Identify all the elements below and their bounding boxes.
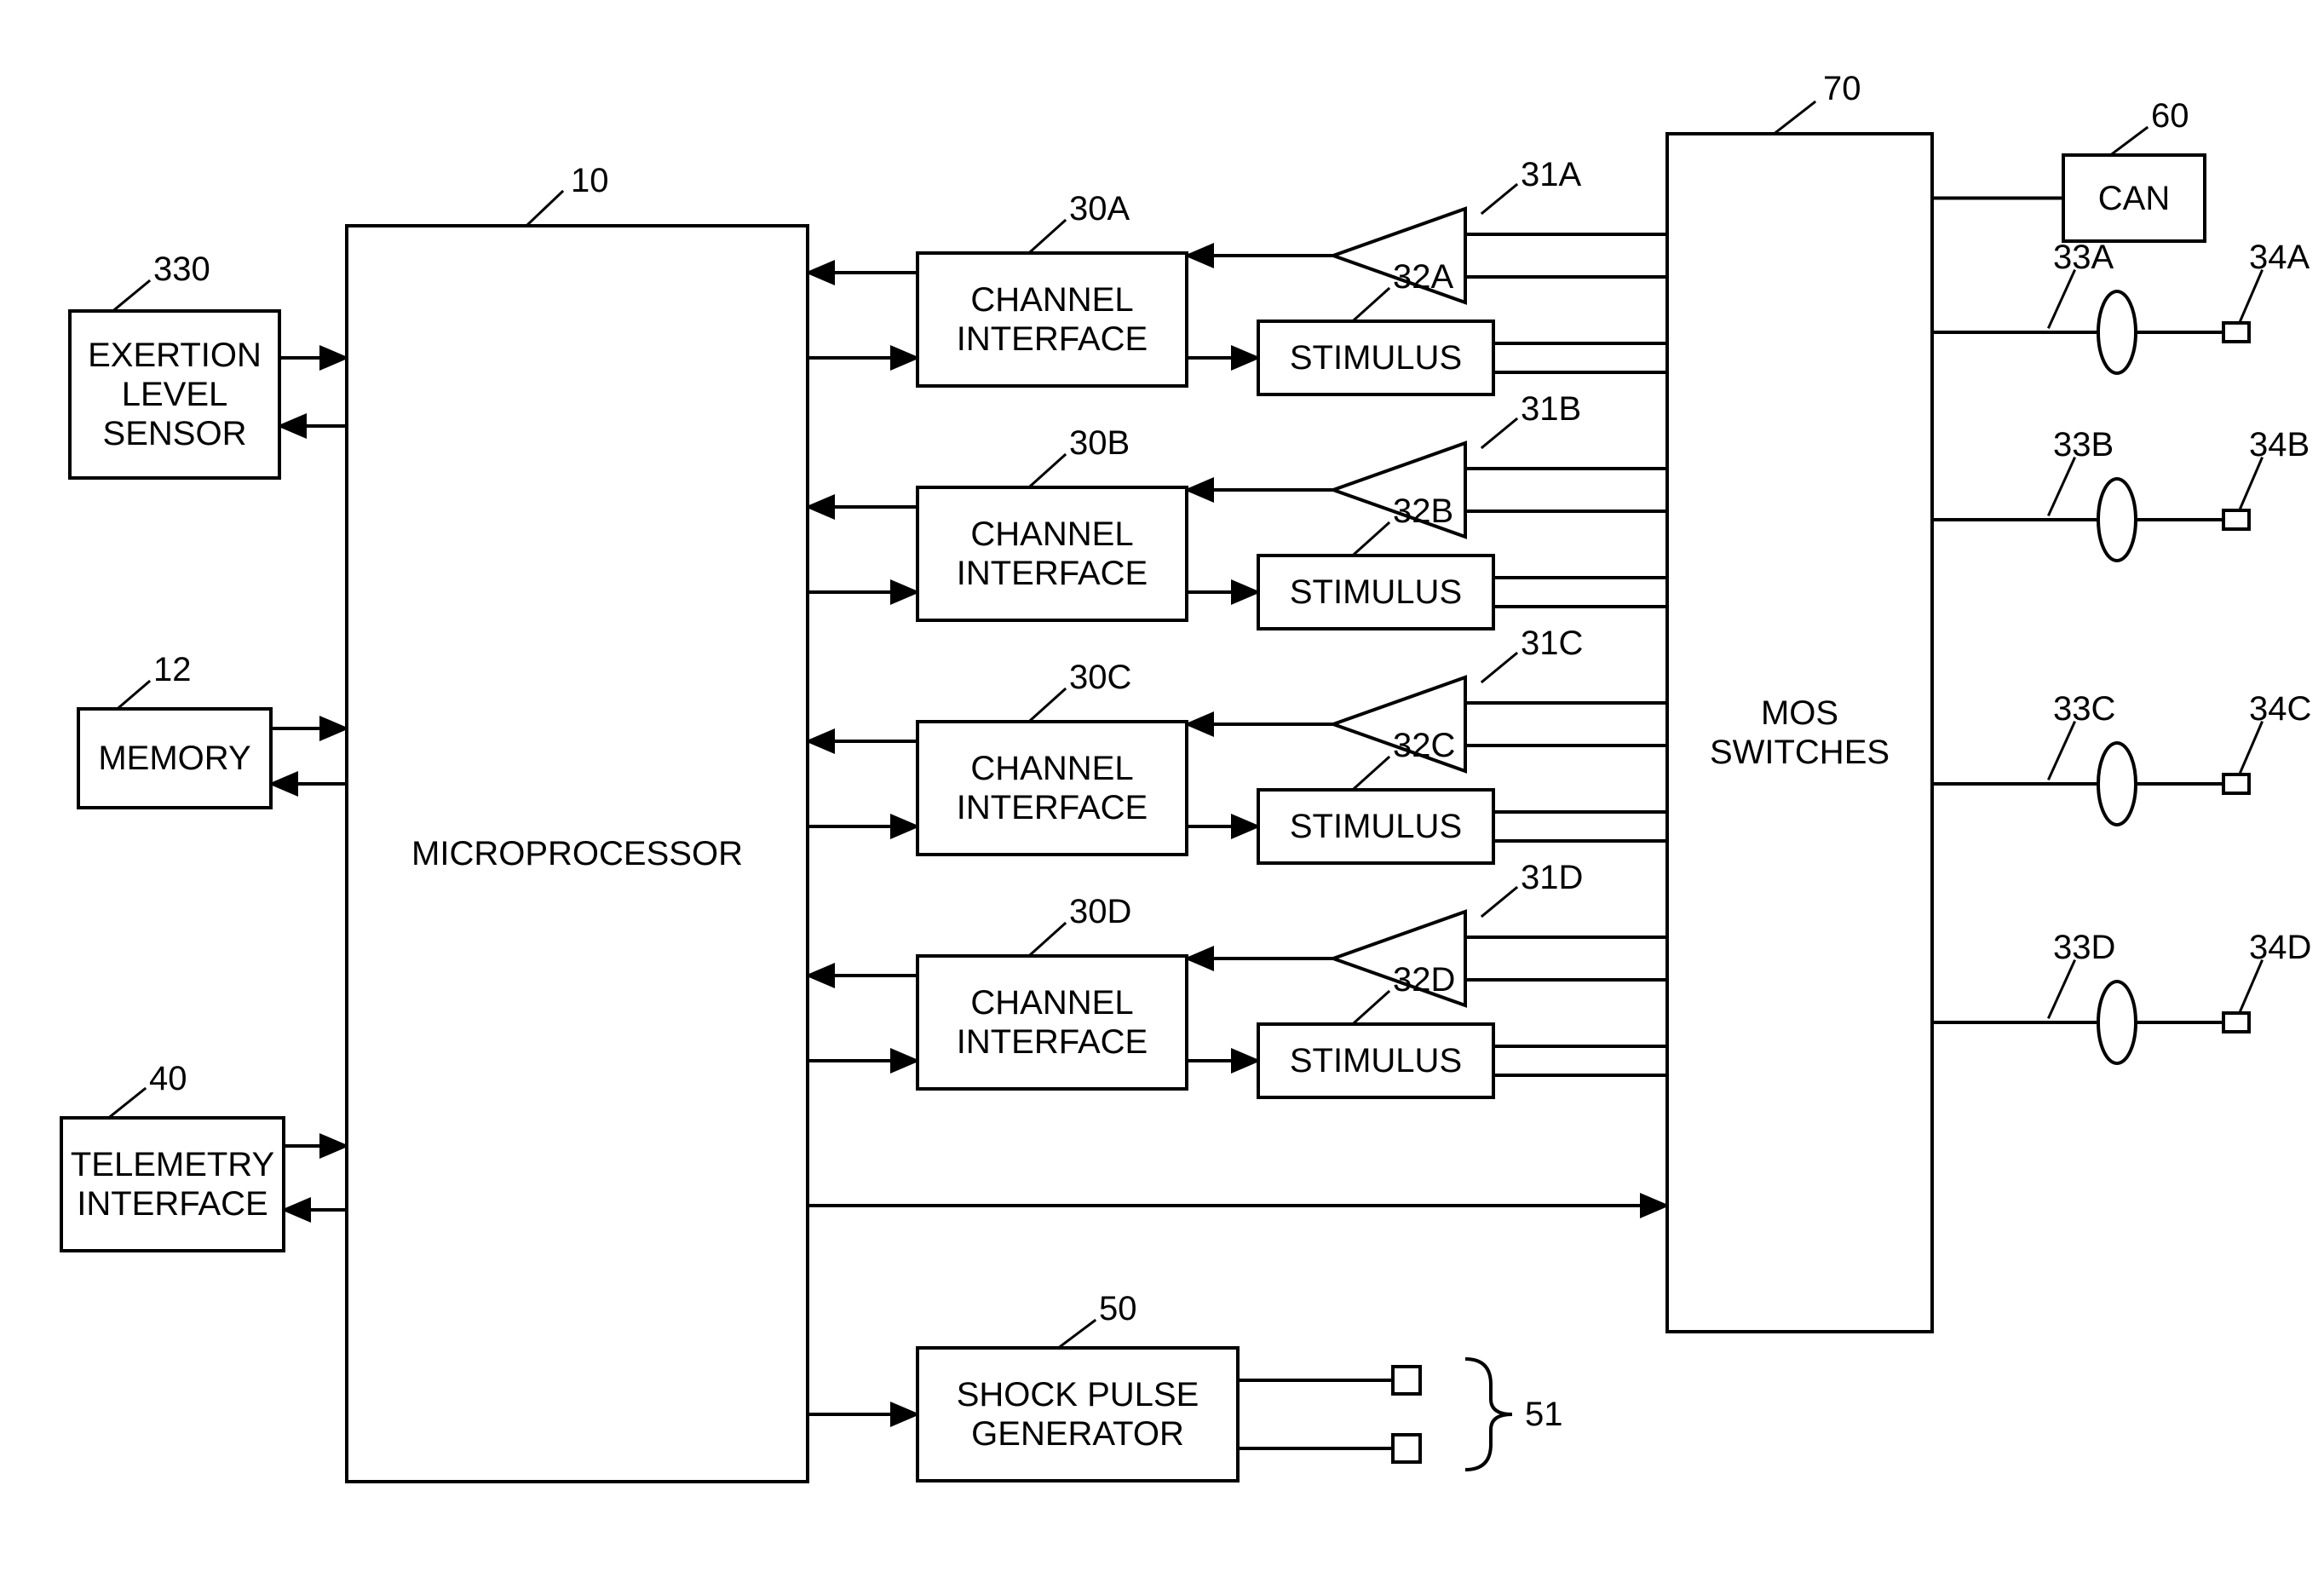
ref-31B: 31B <box>1521 390 1581 429</box>
mos-block: MOSSWITCHES <box>1665 132 1934 1333</box>
ref-34B: 34B <box>2249 426 2310 464</box>
ref-33B: 33B <box>2053 426 2114 464</box>
channel-interface-2-label: CHANNELINTERFACE <box>957 749 1148 827</box>
microprocessor-block-label: MICROPROCESSOR <box>411 834 743 873</box>
ref-32B: 32B <box>1393 492 1453 531</box>
channel-interface-1-label: CHANNELINTERFACE <box>957 515 1148 593</box>
ref-33A: 33A <box>2053 239 2114 277</box>
telemetry-block-label: TELEMETRYINTERFACE <box>71 1145 274 1223</box>
channel-interface-2: CHANNELINTERFACE <box>916 720 1188 856</box>
can-block: CAN <box>2062 153 2206 243</box>
ref-31C: 31C <box>1521 625 1583 663</box>
exertion-block: EXERTIONLEVELSENSOR <box>68 309 281 480</box>
ref-330: 330 <box>153 250 210 289</box>
can-block-label: CAN <box>2098 179 2170 218</box>
microprocessor-block: MICROPROCESSOR <box>345 224 809 1483</box>
ref-32C: 32C <box>1393 727 1455 765</box>
shock-block-label: SHOCK PULSEGENERATOR <box>957 1375 1199 1454</box>
channel-interface-0: CHANNELINTERFACE <box>916 251 1188 388</box>
stimulus-0-label: STIMULUS <box>1290 338 1462 377</box>
ref-70: 70 <box>1823 70 1861 108</box>
stimulus-0: STIMULUS <box>1257 320 1495 396</box>
stimulus-1: STIMULUS <box>1257 554 1495 630</box>
ref-31D: 31D <box>1521 859 1583 897</box>
exertion-block-label: EXERTIONLEVELSENSOR <box>88 336 262 453</box>
ref-12: 12 <box>153 651 192 689</box>
stimulus-1-label: STIMULUS <box>1290 573 1462 612</box>
ref-60: 60 <box>2151 97 2189 135</box>
ref-32D: 32D <box>1393 961 1455 999</box>
ref-34C: 34C <box>2249 690 2311 728</box>
ref-50: 50 <box>1099 1290 1137 1328</box>
mos-block-label: MOSSWITCHES <box>1710 694 1890 772</box>
ref-33D: 33D <box>2053 929 2115 967</box>
ref-32A: 32A <box>1393 258 1453 296</box>
stimulus-2: STIMULUS <box>1257 788 1495 865</box>
ref-34D: 34D <box>2249 929 2311 967</box>
stimulus-3-label: STIMULUS <box>1290 1041 1462 1080</box>
channel-interface-3: CHANNELINTERFACE <box>916 954 1188 1091</box>
ref-51: 51 <box>1525 1396 1563 1434</box>
ref-30C: 30C <box>1069 659 1131 697</box>
ref-30D: 30D <box>1069 893 1131 931</box>
memory-block-label: MEMORY <box>98 739 250 778</box>
ref-34A: 34A <box>2249 239 2310 277</box>
shock-block: SHOCK PULSEGENERATOR <box>916 1346 1240 1482</box>
stimulus-2-label: STIMULUS <box>1290 807 1462 846</box>
channel-interface-1: CHANNELINTERFACE <box>916 486 1188 622</box>
ref-30B: 30B <box>1069 424 1130 463</box>
memory-block: MEMORY <box>77 707 273 809</box>
channel-interface-3-label: CHANNELINTERFACE <box>957 983 1148 1062</box>
ref-10: 10 <box>571 162 609 200</box>
stimulus-3: STIMULUS <box>1257 1022 1495 1099</box>
ref-30A: 30A <box>1069 190 1130 228</box>
telemetry-block: TELEMETRYINTERFACE <box>60 1116 285 1252</box>
ref-40: 40 <box>149 1060 187 1098</box>
channel-interface-0-label: CHANNELINTERFACE <box>957 280 1148 359</box>
ref-33C: 33C <box>2053 690 2115 728</box>
ref-31A: 31A <box>1521 156 1581 194</box>
